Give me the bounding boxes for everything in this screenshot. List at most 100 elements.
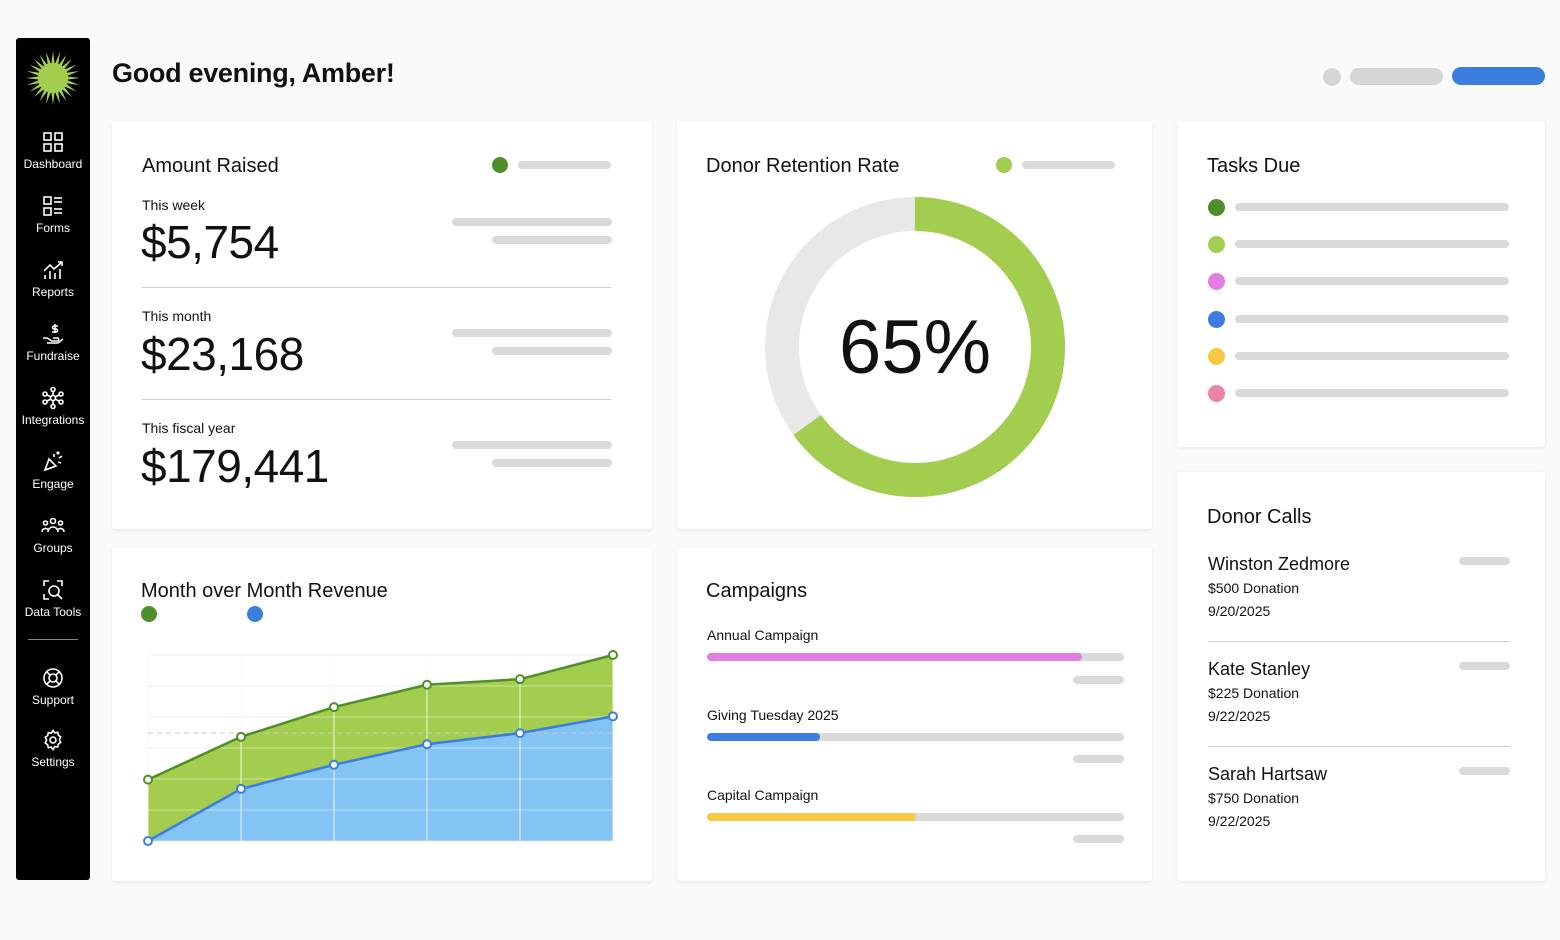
sun-ray: [33, 58, 45, 70]
campaign-progress-track[interactable]: [707, 813, 1124, 821]
sun-ray: [65, 79, 80, 85]
sidebar-item-label: Data Tools: [24, 605, 82, 619]
card-title: Tasks Due: [1207, 155, 1301, 177]
network-icon: [42, 386, 64, 410]
task-placeholder-bar[interactable]: [1235, 389, 1509, 397]
divider: [142, 399, 611, 400]
chart-icon: [43, 261, 63, 279]
series-1-point: [329, 702, 339, 713]
sidebar-item-groups[interactable]: Groups: [16, 514, 90, 555]
sidebar-item-reports[interactable]: Reports: [16, 258, 90, 299]
donor-name[interactable]: Winston Zedmore: [1208, 554, 1351, 574]
placeholder-bar: [452, 441, 612, 449]
series-2-point: [515, 728, 525, 739]
donor-calls-card: Donor Calls Winston Zedmore $500 Donatio…: [1177, 472, 1545, 881]
sidebar-item-label: Fundraise: [26, 349, 80, 363]
lifebuoy-icon: [43, 668, 63, 688]
task-placeholder-bar[interactable]: [1235, 240, 1509, 248]
sun-ray: [61, 58, 73, 70]
sun-ray: [29, 64, 42, 73]
sidebar-item-integrations[interactable]: Integrations: [16, 386, 90, 427]
sun-ray: [66, 76, 80, 80]
card-title: Campaigns: [706, 580, 808, 602]
campaign-progress-track[interactable]: [707, 733, 1124, 741]
placeholder-bar: [452, 218, 612, 226]
hand-dollar-icon: [43, 324, 64, 344]
donor-name[interactable]: Kate Stanley: [1208, 659, 1311, 679]
sidebar-item-label: Integrations: [21, 413, 85, 427]
data-search-icon: [43, 580, 63, 600]
sidebar-item-label: Support: [31, 693, 75, 707]
divider: [1208, 641, 1510, 642]
legend-dot-series-1: [141, 606, 157, 622]
page-greeting: Good evening, Amber!: [112, 58, 395, 88]
sidebar-item-data-tools[interactable]: Data Tools: [16, 578, 90, 619]
campaigns-card: Campaigns Annual Campaign Giving Tuesday…: [677, 548, 1152, 881]
header-avatar-placeholder[interactable]: [1323, 68, 1341, 86]
donation-amount: $225 Donation: [1208, 685, 1300, 701]
header-primary-button[interactable]: [1452, 67, 1545, 85]
series-2-point: [329, 759, 339, 770]
series-2-point: [236, 783, 246, 794]
amount-raised-card: Amount Raised This week $5,754 This mont…: [112, 121, 652, 529]
placeholder-bar: [1022, 161, 1115, 169]
sun-ray: [61, 86, 73, 98]
card-title: Month over Month Revenue: [141, 580, 388, 602]
campaign-progress-fill: [707, 813, 916, 821]
placeholder-bar: [452, 329, 612, 337]
series-2-point: [422, 739, 432, 750]
sunburst-logo-icon[interactable]: [25, 50, 81, 106]
task-status-dot: [1208, 199, 1225, 216]
sun-ray: [26, 71, 41, 77]
sidebar-item-dashboard[interactable]: Dashboard: [16, 130, 90, 171]
placeholder-bar: [1459, 662, 1510, 670]
sidebar-item-label: Dashboard: [23, 157, 83, 171]
divider: [1208, 746, 1510, 747]
sun-ray: [65, 71, 80, 77]
campaign-progress-track[interactable]: [707, 653, 1124, 661]
task-placeholder-bar[interactable]: [1235, 352, 1509, 360]
placeholder-bar: [492, 347, 612, 355]
series-2-line: [147, 715, 614, 843]
legend-dot: [996, 157, 1012, 173]
amount-value: $5,754: [141, 216, 279, 268]
placeholder-bar: [492, 236, 612, 244]
placeholder-bar: [1073, 835, 1124, 843]
sun-ray: [29, 83, 42, 92]
sun-ray: [33, 86, 45, 98]
header-pill-placeholder[interactable]: [1350, 68, 1443, 85]
amount-value: $179,441: [141, 440, 329, 492]
sun-ray: [64, 83, 77, 92]
task-placeholder-bar[interactable]: [1235, 315, 1509, 323]
task-placeholder-bar[interactable]: [1235, 277, 1509, 285]
placeholder-bar: [1459, 767, 1510, 775]
campaign-name: Giving Tuesday 2025: [707, 707, 839, 723]
sun-ray: [58, 54, 67, 67]
call-date: 9/22/2025: [1208, 708, 1271, 724]
sun-ray: [26, 79, 41, 85]
sidebar-item-label: Engage: [32, 477, 74, 491]
series-2-point: [608, 711, 618, 722]
card-title: Donor Calls: [1207, 506, 1312, 528]
sidebar-item-forms[interactable]: Forms: [16, 194, 90, 235]
task-status-dot: [1208, 385, 1225, 402]
campaign-progress-fill: [707, 733, 820, 741]
series-1-point: [422, 679, 432, 690]
sidebar-item-settings[interactable]: Settings: [16, 728, 90, 769]
sidebar-item-support[interactable]: Support: [16, 666, 90, 707]
sidebar-item-fundraise[interactable]: Fundraise: [16, 322, 90, 363]
series-1-line: [147, 653, 614, 781]
series-2-area: [148, 716, 613, 841]
task-placeholder-bar[interactable]: [1235, 203, 1509, 211]
legend-dot: [492, 157, 508, 173]
donor-name[interactable]: Sarah Hartsaw: [1208, 764, 1328, 784]
donation-amount: $500 Donation: [1208, 580, 1300, 596]
placeholder-bar: [1073, 676, 1124, 684]
sidebar-divider: [28, 639, 78, 640]
sidebar-item-engage[interactable]: Engage: [16, 450, 90, 491]
retention-percent: 65%: [838, 304, 992, 390]
sun-ray: [64, 64, 77, 73]
call-date: 9/20/2025: [1208, 603, 1271, 619]
campaign-name: Capital Campaign: [707, 787, 819, 803]
revenue-chart-card: Month over Month Revenue: [112, 548, 652, 881]
